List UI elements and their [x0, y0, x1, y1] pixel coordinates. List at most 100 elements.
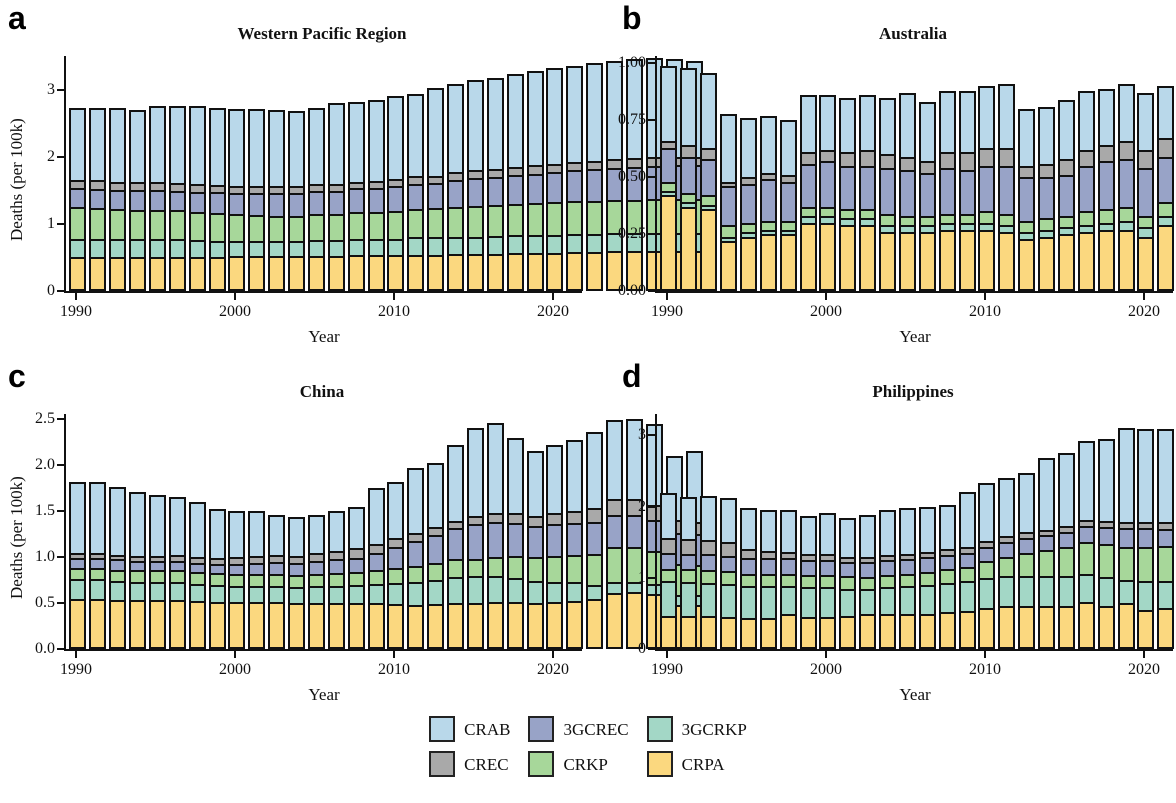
segment-crab-2002	[900, 95, 914, 157]
segment-3gcrec-1992	[111, 559, 125, 570]
segment-3gcrec-2009	[1040, 177, 1054, 219]
bar-2004	[938, 90, 956, 291]
segment-crkp-2007	[409, 209, 423, 238]
segment-crec-1995	[761, 550, 775, 558]
segment-crkp-2009	[449, 207, 463, 237]
segment-crpa-2006	[980, 229, 994, 289]
segment-crec-2002	[900, 553, 914, 559]
segment-crec-1990	[662, 538, 676, 553]
segment-crkp-1997	[210, 573, 224, 586]
segment-crpa-2012	[508, 601, 522, 647]
segment-3gcrkp-2013	[1119, 580, 1133, 603]
segment-crpa-2013	[1119, 229, 1133, 289]
segment-crec-2007	[409, 176, 423, 184]
plot-area-china: Year 0.0 0.5 1.0 1.5 2.0 2.5 1990 2000 2010 2020	[35, 410, 703, 704]
segment-crab-1994	[150, 496, 164, 556]
segment-crkp-2002	[900, 215, 914, 226]
x-tick-label-2010: 2010	[968, 661, 1001, 678]
segment-crkp-2000	[270, 574, 284, 587]
segment-crkp-1999	[250, 215, 264, 241]
segment-crpa-2001	[290, 256, 304, 289]
segment-3gcrec-1998	[230, 564, 244, 575]
segment-crkp-2000	[861, 576, 875, 589]
segment-3gcrec-1991	[682, 156, 696, 194]
segment-crab-2008	[1020, 111, 1034, 166]
segment-crpa-2015	[568, 600, 582, 647]
segment-crec-2014	[548, 164, 562, 173]
segment-crec-1993	[131, 555, 145, 562]
segment-3gcrkp-1993	[722, 236, 736, 242]
segment-crpa-2001	[290, 602, 304, 647]
segment-3gcrec-1999	[250, 192, 264, 216]
segment-crab-2012	[1099, 441, 1113, 521]
segment-crab-2012	[508, 76, 522, 167]
segment-crkp-2012	[508, 555, 522, 578]
panel-letter-c: c	[8, 358, 26, 394]
segment-crkp-2012	[1099, 544, 1113, 578]
x-tick-2020	[1142, 293, 1145, 300]
segment-3gcrec-2015	[568, 170, 582, 202]
segment-crab-2019	[647, 60, 661, 158]
segment-3gcrkp-2007	[409, 582, 423, 605]
segment-crec-2004	[349, 181, 363, 189]
y-tick-label-2: 2	[638, 497, 646, 515]
segment-crab-2002	[900, 509, 914, 554]
segment-3gcrec-2015	[568, 522, 582, 555]
panel-letter-d: d	[622, 358, 642, 394]
segment-crpa-1998	[230, 601, 244, 647]
segment-crec-2018	[627, 158, 641, 167]
segment-crkp-1996	[190, 211, 204, 240]
bar-2012	[506, 74, 524, 291]
segment-crab-1996	[190, 108, 204, 185]
segment-crpa-2000	[270, 601, 284, 647]
chart-title: China	[299, 382, 345, 401]
segment-crpa-2004	[349, 255, 363, 289]
segment-crab-2003	[920, 508, 934, 553]
segment-crec-2007	[409, 532, 423, 541]
segment-crpa-2007	[1000, 606, 1014, 647]
segment-3gcrkp-2017	[608, 582, 622, 593]
segment-crpa-2011	[1079, 231, 1093, 289]
segment-3gcrkp-1998	[821, 587, 835, 618]
legend-item-crab: CRAB	[429, 716, 510, 742]
segment-crab-1998	[821, 514, 835, 555]
segment-crpa-2008	[1020, 605, 1034, 647]
segment-3gcrec-2002	[309, 561, 323, 575]
segment-crab-1996	[781, 122, 795, 175]
segment-3gcrkp-2007	[1000, 576, 1014, 607]
segment-3gcrec-2016	[588, 521, 602, 554]
segment-3gcrec-2012	[508, 174, 522, 204]
segment-3gcrkp-1994	[150, 238, 164, 257]
y-tick-1.5	[57, 509, 64, 512]
bar-1991	[680, 496, 698, 649]
bar-2005	[367, 99, 385, 291]
segment-crab-2006	[980, 88, 994, 148]
y-tick-2	[648, 505, 655, 508]
segment-crab-2002	[309, 110, 323, 185]
x-tick-label-2000: 2000	[809, 303, 842, 320]
segment-3gcrec-2003	[329, 559, 343, 574]
segment-crkp-1998	[230, 574, 244, 587]
bar-1992	[700, 72, 718, 291]
segment-crkp-2000	[861, 209, 875, 219]
segment-crpa-1992	[702, 209, 716, 289]
bar-1996	[779, 510, 797, 649]
segment-crpa-2008	[1020, 238, 1034, 289]
segment-3gcrkp-1994	[150, 581, 164, 600]
segment-crec-2003	[920, 161, 934, 173]
legend-item-crpa: CRPA	[646, 751, 747, 777]
segment-3gcrkp-2017	[608, 233, 622, 252]
segment-crec-2001	[881, 154, 895, 169]
bar-2002	[898, 93, 916, 291]
segment-crkp-1991	[682, 569, 696, 583]
segment-crpa-1995	[170, 599, 184, 647]
x-axis-title: Year	[308, 327, 340, 346]
bar-2009	[447, 84, 465, 291]
segment-crpa-2000	[861, 225, 875, 289]
segment-crab-1998	[230, 111, 244, 187]
segment-crec-2011	[1079, 149, 1093, 166]
segment-crkp-1995	[761, 220, 775, 230]
bar-1995	[168, 105, 186, 291]
bar-2005	[958, 491, 976, 649]
segment-crec-1992	[702, 147, 716, 159]
